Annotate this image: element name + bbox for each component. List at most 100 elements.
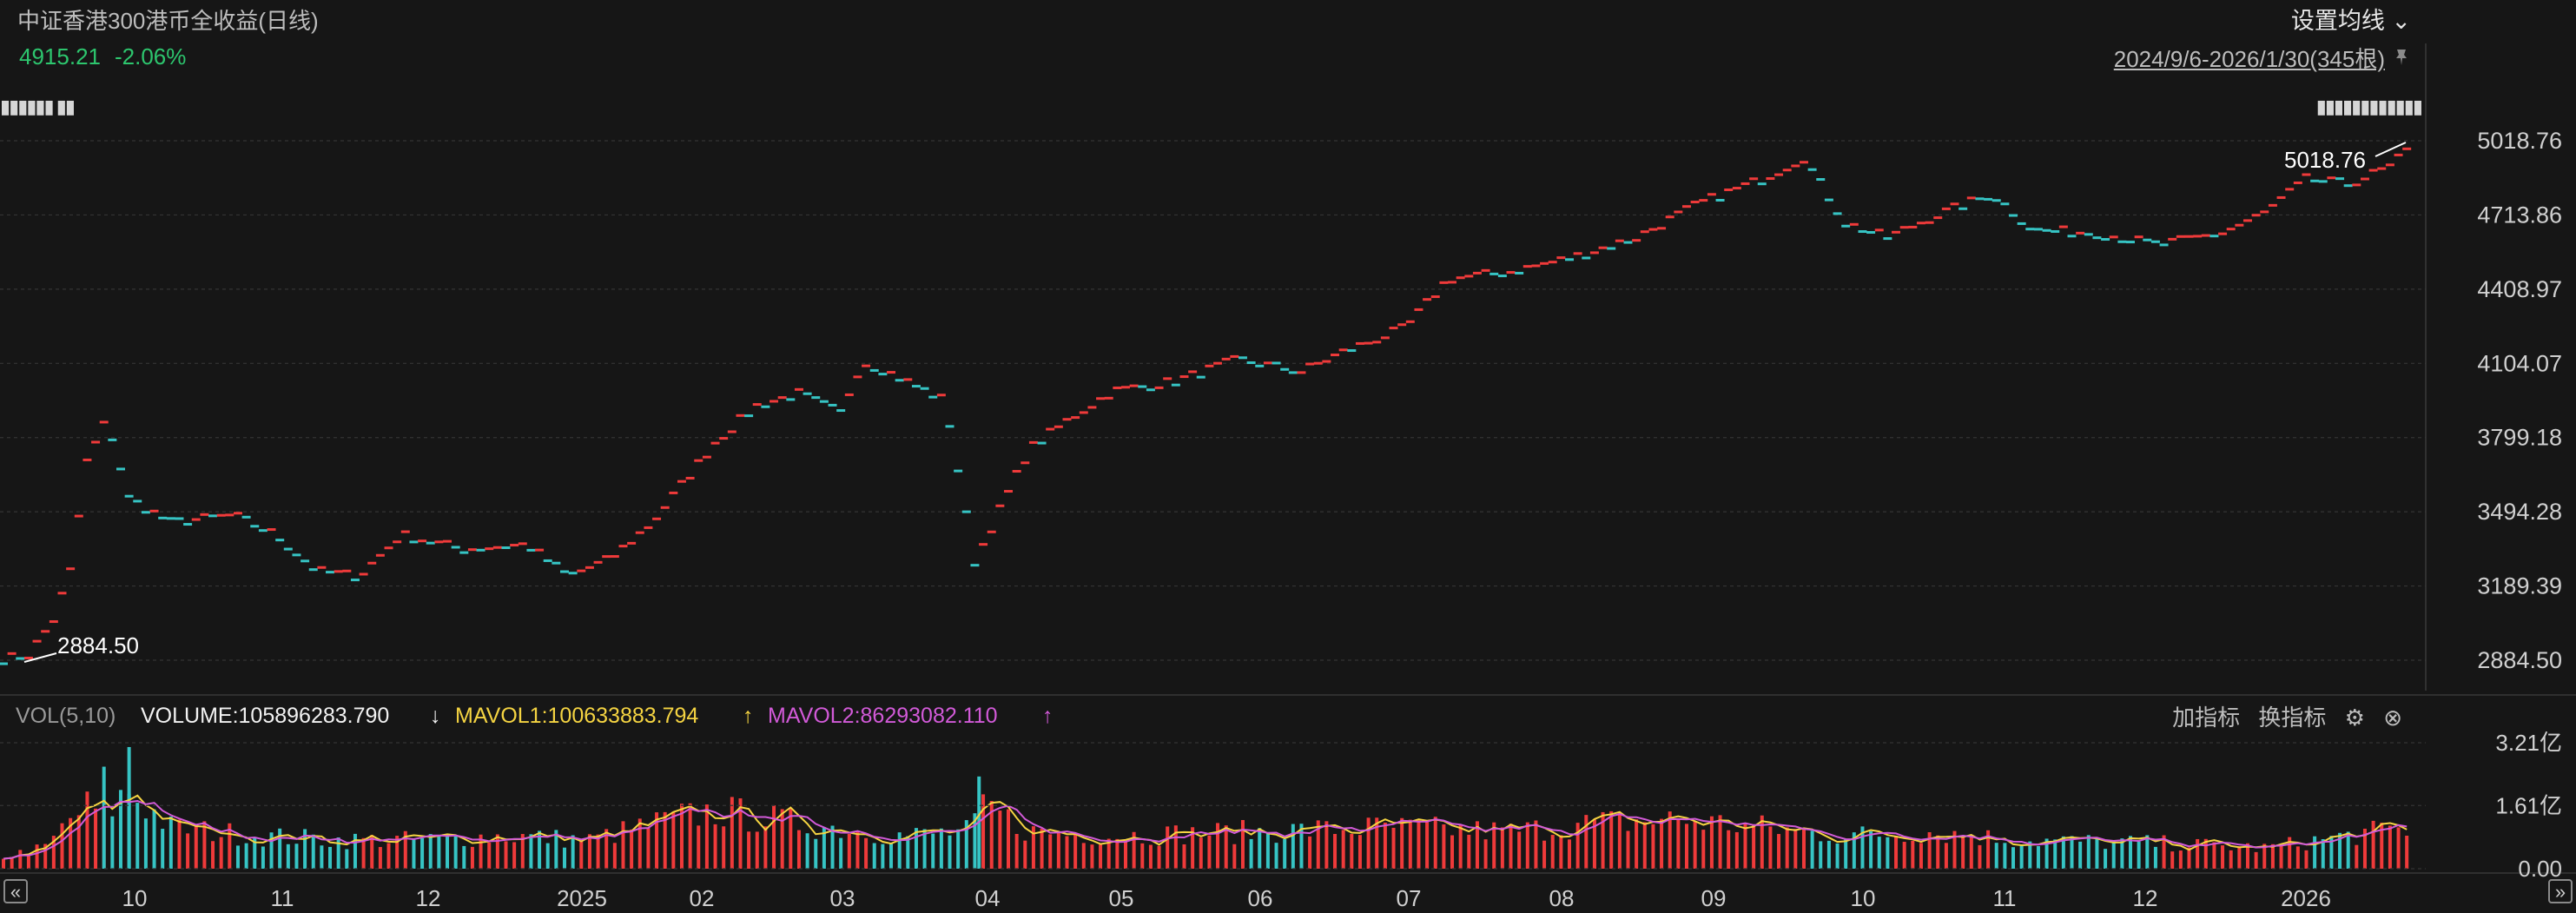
- volume-bar: [855, 830, 860, 869]
- volume-bar: [152, 809, 156, 869]
- month-label: 06: [1248, 885, 1273, 911]
- candle: [241, 515, 251, 519]
- candle: [1464, 275, 1474, 278]
- candle: [1439, 281, 1449, 284]
- candle: [283, 547, 293, 551]
- volume-bar: [1852, 832, 1856, 869]
- candle: [844, 393, 854, 396]
- volume-bar: [1517, 831, 1522, 869]
- toolbar-glyphs-left[interactable]: ▮▮▮▮▮▮ ▮▮: [0, 96, 76, 117]
- volume-bar: [1609, 810, 1614, 869]
- month-label: 10: [1851, 885, 1876, 911]
- candle: [2251, 214, 2261, 217]
- volume-bar: [1391, 827, 1396, 869]
- candle: [74, 514, 83, 518]
- close-circle-icon[interactable]: ⊗: [2383, 705, 2402, 731]
- candle: [736, 413, 745, 417]
- change-percent: -2.06%: [114, 43, 187, 69]
- volume-tick-label: 1.61亿: [2495, 792, 2562, 818]
- volume-bar: [2137, 841, 2141, 869]
- candle: [426, 541, 435, 545]
- month-label: 02: [690, 885, 715, 911]
- volume-bar: [378, 847, 382, 869]
- candle: [1632, 239, 1641, 242]
- candle: [485, 547, 494, 551]
- candle: [166, 517, 175, 520]
- date-range-link[interactable]: 2024/9/6-2026/1/30(345根): [2114, 42, 2411, 74]
- mavol1-arrow: ↑: [743, 704, 754, 728]
- toolbar-glyphs-right[interactable]: ▮▮▮▮▮▮▮▮▮▮▮▮: [2315, 96, 2423, 117]
- volume-bar: [2221, 845, 2225, 869]
- candle: [99, 420, 109, 424]
- candle: [1540, 261, 1549, 265]
- volume-bar: [2003, 843, 2007, 869]
- price-tick-label: 5018.76: [2477, 128, 2562, 154]
- double-chevron-left-icon[interactable]: «: [3, 879, 28, 903]
- volume-bar: [202, 821, 207, 869]
- candle: [2126, 241, 2136, 244]
- candle: [593, 560, 603, 564]
- volume-bar: [2338, 832, 2342, 869]
- switch-indicator-button[interactable]: 换指标: [2258, 705, 2327, 731]
- candle: [108, 438, 117, 441]
- candle: [124, 494, 134, 498]
- set-ma-button[interactable]: 设置均线 ⌄: [2291, 2, 2411, 36]
- candle: [1933, 216, 1943, 220]
- volume-bar: [85, 791, 89, 869]
- candle: [1866, 230, 1876, 234]
- candle: [2360, 177, 2369, 181]
- volume-bar: [1969, 837, 1973, 869]
- volume-bar: [69, 817, 73, 869]
- max-marker-line: [2375, 142, 2407, 157]
- date-range-label: 2024/9/6-2026/1/30(345根): [2113, 46, 2385, 72]
- candle: [895, 379, 904, 382]
- volume-bar: [2120, 838, 2124, 869]
- candle: [1355, 341, 1364, 345]
- volume-bar: [1810, 830, 1814, 869]
- gear-icon[interactable]: ⚙: [2344, 705, 2365, 731]
- candle: [267, 528, 276, 532]
- candle: [1497, 275, 1507, 278]
- double-chevron-right-icon[interactable]: »: [2548, 879, 2573, 903]
- volume-bar: [2245, 843, 2249, 869]
- add-indicator-button[interactable]: 加指标: [2172, 705, 2241, 731]
- volume-bar: [211, 841, 215, 869]
- candle: [1138, 385, 1147, 388]
- volume-bar: [2086, 835, 2091, 869]
- pin-icon[interactable]: [2392, 46, 2411, 73]
- volume-bar: [630, 829, 634, 869]
- candle: [1589, 251, 1599, 255]
- volume-bar: [964, 820, 968, 869]
- volume-bar: [1132, 831, 1136, 869]
- volume-bar: [772, 804, 776, 869]
- candle: [2385, 163, 2394, 167]
- volume-bar: [1584, 815, 1589, 869]
- candle: [1665, 215, 1674, 219]
- candle: [794, 387, 803, 391]
- candle: [710, 441, 720, 445]
- volume-bar: [2212, 842, 2216, 869]
- volume-bar: [1869, 830, 1873, 869]
- candle: [1305, 362, 1315, 366]
- candle: [602, 555, 611, 559]
- volume-bar: [2153, 846, 2157, 869]
- volume-bar: [2078, 841, 2083, 869]
- candle: [1071, 416, 1080, 420]
- candle: [1991, 199, 2001, 202]
- volume-bar: [755, 831, 759, 869]
- volume-bar: [428, 834, 433, 869]
- volume-bar: [612, 843, 617, 869]
- volume-bar: [906, 836, 910, 869]
- candle: [1012, 470, 1021, 473]
- volume-bar: [1500, 827, 1504, 869]
- volume-bar: [2355, 844, 2359, 869]
- volume-bar: [1031, 826, 1035, 869]
- volume-bar: [981, 794, 986, 869]
- candle: [2260, 210, 2269, 214]
- candle: [1531, 264, 1541, 268]
- candle: [2368, 169, 2378, 172]
- volume-bar: [186, 833, 190, 869]
- price-tick-label: 3494.28: [2477, 499, 2562, 525]
- volume-bar: [1283, 838, 1287, 869]
- candle: [2293, 181, 2302, 184]
